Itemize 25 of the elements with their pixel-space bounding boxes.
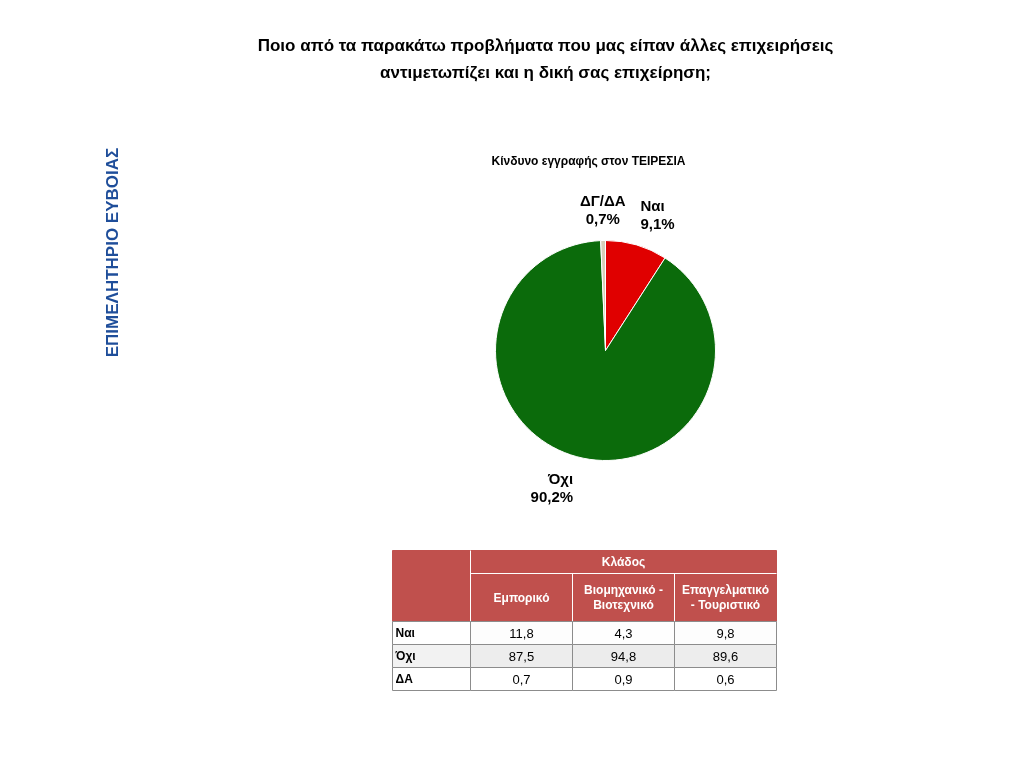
- data-label: 0,7%: [585, 209, 620, 227]
- data-label: 87,5: [508, 648, 535, 664]
- data-label: 9,1%: [640, 214, 675, 232]
- data-label: 0,6: [716, 671, 735, 687]
- slice-label: ΔΓ/ΔΑ: [579, 191, 626, 209]
- x-axis-title: Κλάδος: [601, 555, 646, 569]
- chart-title: Ποιο από τα παρακάτω προβλήματα που μας είπαν άλλες επιχειρήσεις αντιμετωπίζει και η δική σας επιχείρηση;: [257, 36, 834, 82]
- data-label: 0,7: [512, 671, 531, 687]
- data-label: 9,8: [716, 625, 735, 641]
- data-label: 89,6: [712, 648, 739, 664]
- text: ΕΠΙΜΕΛΗΤΗΡΙΟ ΕΥΒΟΙΑΣ: [103, 147, 122, 358]
- chart-subtitle: Κίνδυνο εγγραφής στον ΤΕΙΡΕΣΙΑ: [491, 153, 686, 168]
- slice-label: Όχι: [546, 470, 574, 488]
- data-label: 94,8: [610, 648, 637, 664]
- y-tick-label: ΔΑ: [395, 672, 414, 686]
- x-tick-label: Βιομηχανικό - Βιοτεχνικό: [584, 583, 663, 612]
- x-tick-label: Εμπορικό: [493, 590, 550, 605]
- x-tick-label: Επαγγελματικό - Τουριστικό: [682, 583, 769, 612]
- y-tick-label: Όχι: [394, 649, 416, 663]
- data-label: 0,9: [614, 671, 633, 687]
- data-label: 4,3: [614, 625, 633, 641]
- data-label: 90,2%: [530, 488, 574, 506]
- slice-label: Ναι: [640, 196, 665, 214]
- y-tick-label: Ναι: [395, 626, 415, 640]
- data-label: 11,8: [509, 625, 534, 641]
